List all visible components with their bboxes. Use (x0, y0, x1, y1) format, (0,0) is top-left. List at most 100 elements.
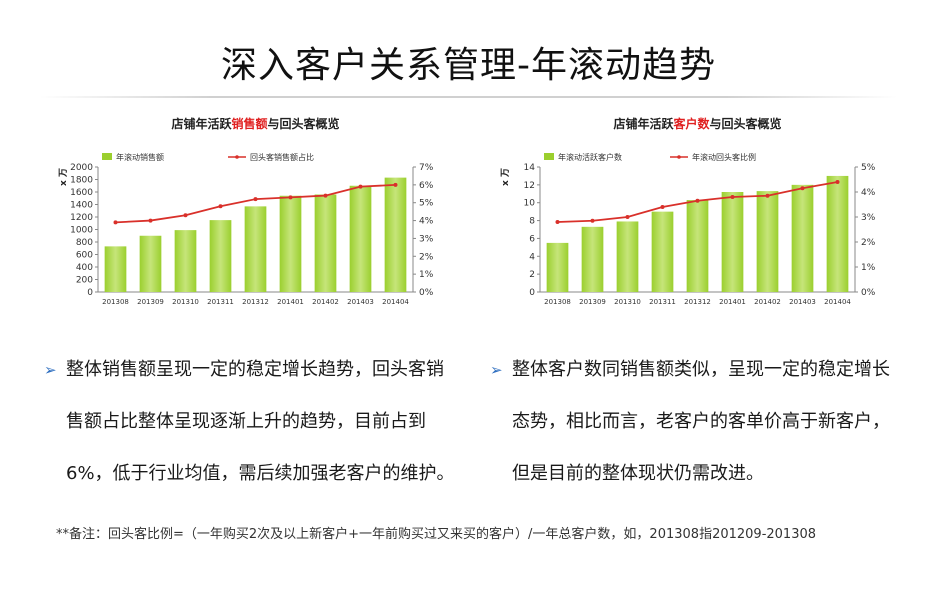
line-point (183, 213, 188, 218)
bar (279, 195, 302, 292)
x-tick-label: 201312 (242, 298, 269, 306)
y-axis-label: x 万 (500, 168, 511, 186)
x-tick-label: 201401 (277, 298, 304, 306)
line-point (253, 197, 258, 202)
bar (686, 200, 709, 292)
bullet-sales-text: 整体销售额呈现一定的稳定增长趋势，回头客销售额占比整体呈现逐渐上升的趋势，目前占… (66, 359, 455, 484)
y-tick-label: 14 (524, 163, 536, 173)
line-point (660, 205, 665, 209)
bar (244, 206, 267, 292)
y2-tick-label: 3% (419, 234, 434, 244)
chart-title-part: 店铺年活跃 (171, 116, 232, 131)
legend-line-label: 年滚动回头客比例 (692, 152, 756, 162)
y-tick-label: 10 (524, 199, 536, 209)
chart-title-part: 店铺年活跃 (613, 116, 674, 131)
line-point (393, 182, 398, 187)
y2-tick-label: 7% (419, 163, 434, 173)
line-point (730, 195, 735, 199)
y-tick-label: 8 (529, 217, 535, 227)
x-tick-label: 201308 (544, 298, 571, 306)
x-tick-label: 201311 (207, 298, 234, 306)
chart-title-part: 销售额 (231, 116, 267, 131)
y-tick-label: 200 (76, 276, 93, 286)
footnote: **备注：回头客比例=（一年购买2次及以上新客户+一年前购买过又来买的客户）/一… (56, 527, 817, 542)
bar (384, 177, 407, 292)
x-tick-label: 201403 (789, 298, 816, 306)
line-point (555, 220, 560, 224)
y-tick-label: 1600 (70, 188, 93, 198)
legend-bar-label: 年滚动活跃客户数 (558, 152, 622, 162)
bar (756, 191, 779, 292)
y2-tick-label: 6% (419, 181, 434, 191)
line-point (625, 215, 630, 219)
line-point (695, 198, 700, 203)
x-tick-label: 201310 (172, 298, 199, 306)
chart-sales: 店铺年活跃销售额与回头客概览年滚动销售额 回头客销售额占比 x 万 0 200 400 60… (28, 112, 453, 312)
x-tick-label: 201402 (312, 298, 339, 306)
y-tick-label: 800 (76, 238, 93, 248)
bar (139, 235, 162, 292)
legend-line-label: 回头客销售额占比 (250, 152, 314, 162)
bar (826, 175, 849, 292)
x-tick-label: 201403 (347, 298, 374, 306)
line-point (590, 218, 595, 223)
y-tick-label: 1200 (70, 213, 93, 223)
legend-bar-swatch (544, 153, 554, 160)
bar (616, 221, 639, 292)
y-tick-label: 600 (76, 251, 93, 261)
chart-title-part: 客户数 (672, 116, 710, 131)
y-tick-label: 1800 (70, 176, 93, 186)
y2-tick-label: 4% (419, 217, 434, 227)
legend-line-marker (677, 155, 681, 159)
y-axis-label: x 万 (58, 168, 69, 186)
bar (104, 246, 127, 292)
line-point (113, 220, 118, 225)
y-tick-label: 12 (524, 181, 535, 191)
y-tick-label: 1400 (70, 201, 93, 211)
bar (546, 242, 569, 292)
y-tick-label: 0 (87, 288, 93, 298)
x-tick-label: 201311 (649, 298, 676, 306)
legend-bar-label: 年滚动销售额 (116, 152, 164, 162)
chart-title-part: 与回头客概览 (710, 116, 782, 131)
y2-tick-label: 0% (419, 288, 434, 298)
y2-tick-label: 2% (861, 238, 876, 248)
bullet-sales: ➢ 整体销售额呈现一定的稳定增长趋势，回头客销售额占比整体呈现逐渐上升的趋势，目… (44, 344, 459, 500)
y-tick-label: 2000 (70, 163, 93, 173)
y-tick-label: 0 (529, 288, 535, 298)
line-point (218, 204, 223, 209)
y-tick-label: 4 (529, 252, 535, 262)
y2-tick-label: 0% (861, 288, 876, 298)
line-point (148, 218, 153, 223)
line-point (765, 193, 770, 198)
bar (209, 220, 232, 292)
x-tick-label: 201309 (579, 298, 606, 306)
line-point (288, 195, 293, 200)
y2-tick-label: 3% (861, 213, 876, 223)
legend-bar-swatch (102, 153, 112, 160)
line-point (358, 184, 363, 189)
y-tick-label: 400 (76, 263, 93, 273)
x-tick-label: 201310 (614, 298, 641, 306)
chart-title-part: 与回头客概览 (268, 116, 340, 131)
y2-tick-label: 5% (419, 199, 434, 209)
y2-tick-label: 4% (861, 188, 876, 198)
chart-customers: 店铺年活跃客户数与回头客概览 年滚动活跃客户数 年滚动回头客比例 x 万 0 2 4 6 8 10… (470, 112, 895, 312)
x-tick-label: 201308 (102, 298, 129, 306)
y2-tick-label: 2% (419, 252, 434, 262)
chart-title: 店铺年活跃销售额与回头客概览 (171, 116, 339, 131)
x-tick-label: 201309 (137, 298, 164, 306)
y2-tick-label: 1% (419, 270, 434, 280)
bullet-arrow-icon: ➢ (44, 361, 57, 379)
x-tick-label: 201312 (684, 298, 711, 306)
page-title: 深入客户关系管理-年滚动趋势 (221, 45, 716, 86)
line-point (835, 180, 840, 184)
y-tick-label: 2 (529, 270, 535, 280)
bar (651, 211, 674, 292)
bar (314, 194, 337, 292)
x-tick-label: 201404 (382, 298, 409, 306)
y-tick-label: 1000 (70, 226, 93, 236)
title-divider (40, 96, 897, 98)
